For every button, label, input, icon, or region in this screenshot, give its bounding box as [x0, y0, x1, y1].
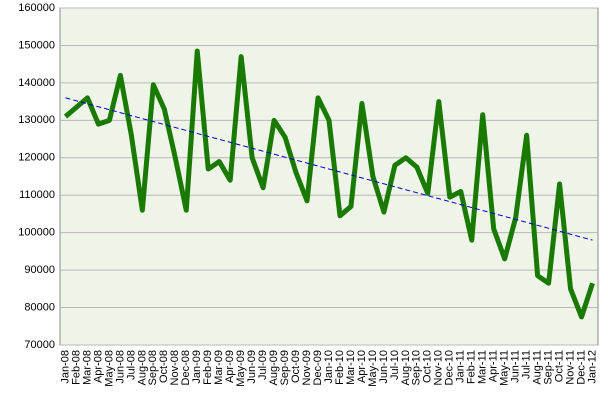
- y-tick-label: 150000: [18, 39, 55, 51]
- x-tick-label: Feb-11: [466, 350, 478, 384]
- x-tick-label: Feb-10: [334, 350, 346, 385]
- y-tick-label: 130000: [18, 114, 55, 126]
- y-tick-label: 70000: [24, 339, 55, 351]
- x-tick-label: Aug-11: [532, 350, 544, 385]
- y-tick-label: 140000: [18, 77, 55, 89]
- x-tick-label: Feb-08: [70, 350, 82, 385]
- x-tick-label: Sep-10: [411, 350, 423, 385]
- x-tick-label: Jul-09: [257, 350, 269, 380]
- x-tick-label: Nov-08: [169, 350, 181, 385]
- x-tick-label: Feb-09: [202, 350, 214, 385]
- x-tick-label: Jul-10: [389, 350, 401, 380]
- x-tick-label: Jun-08: [114, 350, 126, 384]
- x-tick-label: Apr-08: [92, 350, 104, 383]
- x-tick-label: Jun-11: [510, 350, 522, 383]
- x-tick-label: Sep-11: [542, 350, 554, 385]
- y-tick-label: 160000: [18, 2, 55, 14]
- x-tick-label: Nov-10: [433, 350, 445, 385]
- x-tick-label: Jan-11: [455, 350, 467, 383]
- x-tick-label: Oct-10: [422, 350, 434, 383]
- x-tick-label: Dec-11: [575, 350, 587, 385]
- x-tick-label: Aug-10: [400, 350, 412, 385]
- x-tick-label: Mar-09: [213, 350, 225, 385]
- data-line: [63, 48, 595, 320]
- x-tick-label: Jun-10: [378, 350, 390, 384]
- y-tick-label: 100000: [18, 227, 55, 239]
- x-tick-label: Apr-11: [488, 350, 500, 382]
- x-tick-label: Nov-09: [301, 350, 313, 385]
- y-tick-label: 110000: [19, 189, 55, 201]
- x-tick-label: Oct-09: [290, 350, 302, 383]
- x-tick-label: Dec-09: [312, 350, 324, 385]
- x-tick-label: Oct-11: [553, 350, 565, 382]
- x-tick-label: Jan-12: [586, 350, 598, 384]
- x-tick-label: Jan-09: [191, 350, 203, 384]
- x-tick-label: Jul-11: [521, 350, 533, 379]
- x-tick-label: Mar-10: [345, 350, 357, 385]
- x-tick-label: Apr-10: [356, 350, 368, 383]
- x-tick-label: Aug-08: [136, 350, 148, 385]
- x-tick-label: Mar-08: [81, 350, 93, 385]
- x-tick-label: Sep-09: [279, 350, 291, 385]
- trendline: [65, 97, 593, 241]
- x-tick-label: Jan-10: [323, 350, 335, 384]
- y-tick-label: 120000: [18, 152, 55, 164]
- x-tick-label: Jul-08: [125, 350, 137, 380]
- x-tick-label: Aug-09: [268, 350, 280, 385]
- x-tick-label: May-09: [235, 350, 247, 387]
- x-tick-label: Jun-09: [246, 350, 258, 384]
- x-tick-label: Mar-11: [477, 350, 489, 384]
- y-tick-label: 90000: [24, 264, 55, 276]
- x-tick-label: Oct-08: [158, 350, 170, 383]
- plot-area: [59, 7, 599, 346]
- x-tick-label: May-11: [499, 350, 511, 386]
- x-tick-label: Sep-08: [147, 350, 159, 385]
- x-tick-label: May-08: [103, 350, 115, 387]
- x-tick-label: May-10: [367, 350, 379, 387]
- x-tick-label: Jan-08: [59, 350, 71, 384]
- x-tick-label: Apr-09: [224, 350, 236, 383]
- x-tick-label: Dec-08: [180, 350, 192, 385]
- x-tick-label: Dec-10: [444, 350, 456, 385]
- x-tick-label: Nov-11: [564, 350, 576, 385]
- y-tick-label: 80000: [24, 301, 55, 313]
